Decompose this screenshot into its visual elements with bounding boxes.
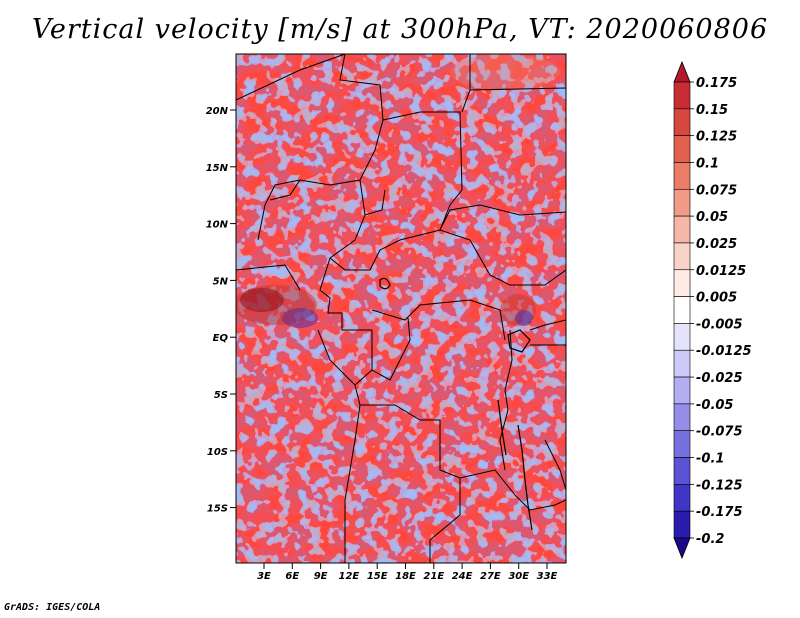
lat-tick-label: 20N [206,106,229,117]
chart-title: Vertical velocity [m/s] at 300hPa, VT: 2… [31,14,769,45]
colorbar-swatch [673,510,691,539]
lon-tick-label: 18E [395,571,416,582]
lon-tick-label: 33E [537,571,558,582]
colorbar-label: 0.005 [696,291,737,306]
colorbar-label: -0.075 [696,425,743,440]
lon-tick-label: 21E [423,571,444,582]
colorbar-label: 0.05 [696,210,728,225]
convection-lake-victoria [500,294,536,326]
lat-tick-label: 5S [214,390,228,401]
colorbar-swatch [673,269,691,297]
colorbar-label: 0.0125 [696,264,746,279]
colorbar-swatch [673,376,691,405]
convection-west-coast [236,285,318,328]
lat-tick-label: 10S [207,447,228,458]
colorbar-label: -0.175 [696,505,743,520]
colorbar-swatch [673,457,691,485]
colorbar-swatch [673,162,691,190]
colorbar-swatch [673,81,691,110]
lon-tick-label: 15E [367,571,388,582]
longitude-axis: 3E 6E 9E 12E 15E 18E 21E 24E 27E 30E 33E [257,563,558,582]
lon-tick-label: 27E [480,571,501,582]
colorbar-extend-max [673,60,691,83]
lat-tick-label: 5N [213,276,229,287]
colorbar-label: -0.025 [696,371,743,386]
colorbar-swatch [673,215,691,244]
colorbar-swatch [673,108,691,136]
colorbar-label: -0.005 [696,317,743,332]
colorbar-swatch [673,188,691,217]
country-borders [236,54,566,563]
lon-tick-label: 30E [508,571,529,582]
lon-tick-label: 6E [285,571,299,582]
colorbar-label: -0.1 [696,452,724,467]
colorbar-label: 0.025 [696,237,737,252]
lon-tick-label: 12E [339,571,360,582]
colorbar-label: -0.0125 [696,344,752,359]
map-frame [235,53,567,564]
colorbar-swatch [673,296,691,324]
colorbar-extend-min [673,537,691,560]
lat-tick-label: 15N [206,163,229,174]
latitude-axis: 20N 15N 10N 5N EQ 5S 10S 15S [206,106,236,515]
lakes [379,277,533,531]
lon-tick-label: 3E [257,571,271,582]
colorbar-swatch [673,484,691,512]
colorbar-swatch [673,349,691,378]
lat-tick-label: 15S [207,504,228,515]
colorbar-swatch [673,135,691,163]
lat-tick-label: 10N [206,220,229,231]
colorbar-label: -0.05 [696,398,733,413]
lat-tick-label: EQ [213,333,229,344]
colorbar-label: 0.1 [696,156,719,171]
colorbar-swatch [673,323,691,351]
velocity-field [236,54,566,563]
colorbar-label: -0.125 [696,478,743,493]
colorbar-label: 0.075 [696,183,737,198]
colorbar-label: 0.175 [696,76,737,91]
colorbar-label: 0.125 [696,130,737,145]
grads-credit: GrADS: IGES/COLA [4,602,101,613]
colorbar-swatch [673,430,691,458]
lon-tick-label: 9E [314,571,328,582]
colorbar: 0.175 0.15 0.125 0.1 0.075 0.05 0.025 0.0125 0.0… [673,60,752,560]
positive-region-north [450,54,560,90]
colorbar-label: 0.15 [696,103,728,118]
colorbar-swatch [673,403,691,432]
colorbar-label: -0.2 [696,532,724,547]
colorbar-swatch [673,242,691,271]
lon-tick-label: 24E [452,571,473,582]
